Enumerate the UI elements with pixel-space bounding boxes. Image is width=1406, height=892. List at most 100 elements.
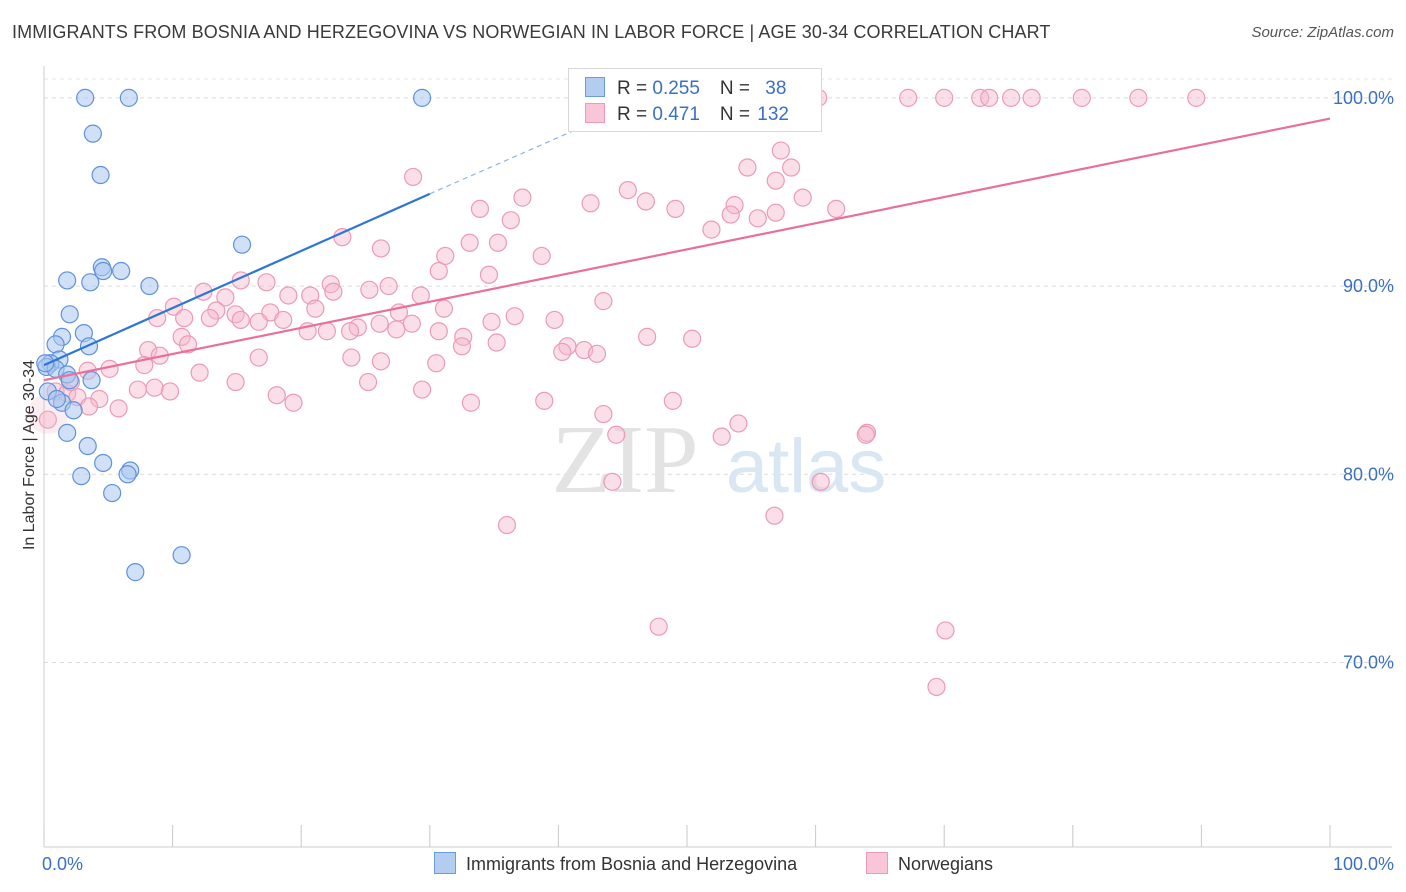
bosnia-point [72,467,91,486]
bosnia-point [60,305,79,324]
bosnia-point [76,88,95,107]
norwegian-point [226,372,245,392]
norwegian-point [771,141,790,160]
bosnia-point [112,261,131,281]
norwegian-point [249,312,268,331]
norwegian-point [371,239,391,258]
norwegian-point [782,158,801,177]
norwegian-point [702,220,721,239]
norwegian-point [340,322,360,341]
norwegian-point [207,301,226,320]
norwegian-point [603,472,622,491]
y-tick-label: 80.0% [1343,464,1394,484]
bosnia-trend-line [43,192,431,367]
bottom-legend-bosnia[interactable]: Immigrants from Bosnia and Herzegovina [434,852,797,875]
norwegian-point [452,337,472,356]
norwegian-point [1187,88,1206,107]
norwegian-point [594,404,613,424]
bosnia-point [78,436,97,456]
legend-r-label: R = [617,104,653,125]
legend-r-label: R = [617,78,653,99]
norwegian-point [342,348,361,367]
norwegian-point [607,425,626,444]
source-label: Source: ZipAtlas.com [1251,24,1394,41]
norwegian-point [729,414,748,433]
norwegian-point [279,286,298,305]
norwegian-point [721,205,740,224]
bosnia-point [103,483,122,503]
norwegian-point [324,282,343,301]
y-tick-label: 100.0% [1333,88,1394,108]
y-tick-label: 70.0% [1343,652,1394,672]
norwegian-point [379,276,398,296]
norwegian-point [482,312,501,331]
norwegian-point [454,327,473,346]
norwegian-point [460,233,479,252]
norwegian-point [1022,88,1041,107]
norwegian-point [1001,88,1021,107]
norwegian-point [284,393,303,412]
norwegian-point [175,308,194,328]
legend-n-label: N = [719,78,756,99]
x-tick-label-max: 100.0% [1333,854,1394,874]
bosnia-point [64,401,83,420]
norwegian-point [738,158,757,177]
norwegian-point [513,188,532,207]
norwegian-point [231,310,250,330]
norwegian-point [479,265,499,284]
norwegian-point [109,399,128,418]
y-axis-label: In Labor Force | Age 30-34 [21,359,38,551]
norwegian-point [371,352,391,371]
norwegian-point [1072,88,1091,107]
legend-r-value: 0.255 [652,78,700,99]
norwegian-point [317,322,337,341]
norwegian-point [172,327,191,346]
norwegian-point [636,192,655,211]
norwegian-point [79,397,99,416]
norwegian-point [470,199,490,219]
bottom-legend-label: Norwegians [898,854,994,874]
tick-labels: 70.0% 80.0% 90.0% 100.0% 0.0% 100.0% [42,88,1394,874]
norwegian-point [306,299,325,318]
norwegian-point [936,621,955,640]
norwegian-point [249,348,268,367]
norwegian-point [587,344,607,363]
norwegian-point [581,194,600,213]
norwegian-point [436,246,455,266]
norwegian-point [553,342,572,362]
norwegian-point [145,378,164,397]
norwegian-point [927,677,946,697]
legend-swatch-blue [585,77,605,97]
norwegian-point [38,410,57,429]
bosnia-point [232,235,252,254]
norwegian-point [257,273,276,292]
norwegian-point [765,506,784,525]
norwegian-point [360,280,379,299]
bosnia-point [94,453,113,473]
norwegian-point [811,472,830,491]
norwegian-point [725,196,744,215]
norwegian-point [90,389,109,409]
trend-lines [43,117,1331,382]
norwegian-point [434,299,454,318]
x-tick-label-min: 0.0% [42,854,83,874]
norwegian-point [412,380,432,399]
norwegian-point [403,167,423,187]
bosnia-point [47,389,66,409]
norwegian-point [712,427,731,446]
bosnia-trend-extension [429,125,585,195]
bosnia-point [36,354,55,373]
legend-r-value: 0.471 [652,104,700,125]
bosnia-point [412,88,432,107]
norwegians-trend-line [43,117,1331,382]
norwegian-point [766,171,785,190]
bosnia-point [119,88,138,107]
bosnia-point [172,546,191,565]
norwegian-point [856,425,875,444]
bosnia-point [94,261,113,281]
norwegian-point [532,246,551,266]
axes [43,66,1392,848]
bottom-legend-norwegians[interactable]: Norwegians [866,852,993,875]
norwegian-point [497,515,517,535]
